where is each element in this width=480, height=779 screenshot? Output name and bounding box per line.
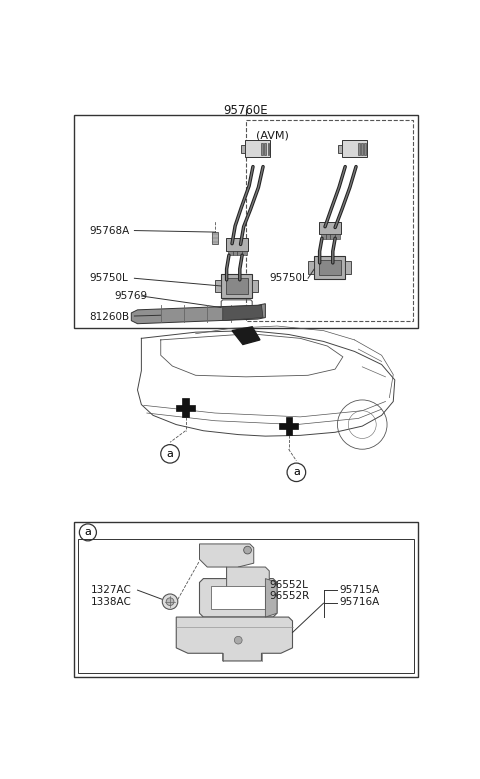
- Polygon shape: [308, 261, 314, 273]
- Text: 95750L: 95750L: [89, 273, 128, 284]
- Polygon shape: [176, 404, 195, 411]
- Polygon shape: [232, 326, 260, 344]
- Text: a: a: [167, 449, 173, 459]
- Text: 95769: 95769: [114, 291, 147, 301]
- Polygon shape: [245, 140, 270, 157]
- Polygon shape: [223, 305, 263, 321]
- Text: 95715A: 95715A: [339, 585, 379, 595]
- Polygon shape: [338, 145, 342, 153]
- Bar: [74, 115, 418, 328]
- Polygon shape: [252, 280, 258, 292]
- Circle shape: [166, 597, 174, 605]
- Polygon shape: [176, 617, 292, 661]
- Circle shape: [244, 546, 252, 554]
- Bar: [246, 121, 413, 321]
- Circle shape: [162, 594, 178, 609]
- Polygon shape: [319, 222, 340, 234]
- Text: (AVM): (AVM): [256, 130, 289, 140]
- Polygon shape: [358, 143, 360, 155]
- Text: 81260B: 81260B: [89, 312, 130, 322]
- Polygon shape: [345, 261, 351, 273]
- Polygon shape: [321, 234, 326, 239]
- Text: 95716A: 95716A: [339, 597, 379, 607]
- Polygon shape: [221, 274, 252, 298]
- Polygon shape: [182, 398, 189, 417]
- Polygon shape: [212, 232, 218, 245]
- Polygon shape: [286, 417, 292, 435]
- Polygon shape: [241, 145, 245, 153]
- Text: 95760E: 95760E: [224, 104, 268, 118]
- Polygon shape: [228, 251, 233, 256]
- Polygon shape: [233, 251, 238, 256]
- Bar: [78, 538, 414, 672]
- Polygon shape: [200, 579, 277, 617]
- Text: a: a: [84, 527, 91, 538]
- Text: 96552L: 96552L: [269, 580, 308, 590]
- Polygon shape: [211, 587, 265, 609]
- Bar: [74, 522, 418, 677]
- Circle shape: [234, 636, 242, 644]
- Text: a: a: [293, 467, 300, 478]
- Polygon shape: [200, 544, 254, 579]
- Polygon shape: [227, 567, 269, 590]
- Text: 1327AC: 1327AC: [91, 585, 132, 595]
- Polygon shape: [264, 143, 266, 155]
- Polygon shape: [226, 238, 248, 251]
- Polygon shape: [314, 256, 345, 279]
- Polygon shape: [326, 234, 330, 239]
- Polygon shape: [242, 251, 247, 256]
- Polygon shape: [364, 143, 366, 155]
- Polygon shape: [319, 260, 340, 275]
- Polygon shape: [330, 234, 335, 239]
- Polygon shape: [261, 143, 263, 155]
- Polygon shape: [342, 140, 367, 157]
- Text: 95750L: 95750L: [269, 273, 308, 284]
- Polygon shape: [335, 234, 340, 239]
- Polygon shape: [215, 280, 221, 292]
- Polygon shape: [267, 143, 269, 155]
- Polygon shape: [279, 423, 298, 429]
- Text: 96552R: 96552R: [269, 591, 310, 601]
- Polygon shape: [226, 278, 248, 294]
- Polygon shape: [238, 251, 242, 256]
- Polygon shape: [265, 579, 277, 617]
- Polygon shape: [132, 304, 265, 324]
- Polygon shape: [361, 143, 363, 155]
- Text: 1338AC: 1338AC: [91, 597, 132, 607]
- Text: 95768A: 95768A: [89, 226, 130, 235]
